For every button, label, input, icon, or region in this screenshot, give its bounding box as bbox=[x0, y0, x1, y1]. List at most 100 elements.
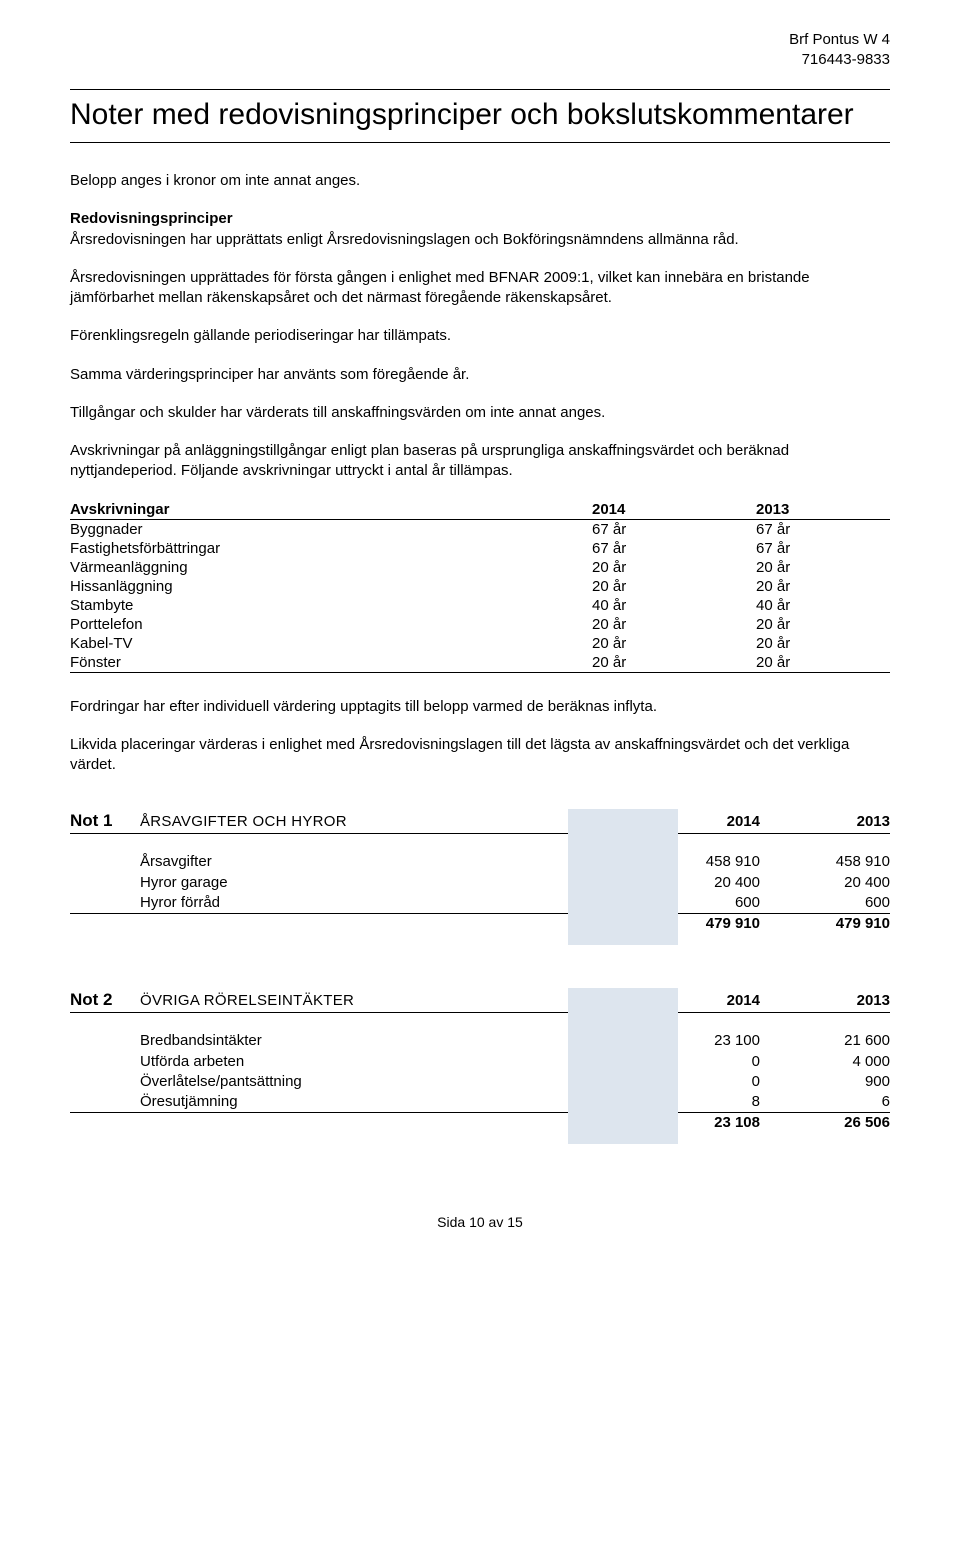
note-row: Bredbandsintäkter23 10021 600 bbox=[70, 1031, 890, 1051]
note2-number: Not 2 bbox=[70, 990, 140, 1010]
note-row-v1: 0 bbox=[630, 1072, 760, 1092]
note1-head: Not 1 ÅRSAVGIFTER OCH HYROR 2014 2013 bbox=[70, 811, 890, 834]
depr-label: Fastighetsförbättringar bbox=[70, 539, 562, 558]
note-row-v2: 458 910 bbox=[760, 852, 890, 872]
depr-label: Hissanläggning bbox=[70, 577, 562, 596]
depr-y1: 67 år bbox=[562, 539, 726, 558]
note1-y1: 2014 bbox=[630, 813, 760, 830]
depr-label: Stambyte bbox=[70, 596, 562, 615]
principles-p1: Årsredovisningen har upprättats enligt Å… bbox=[70, 231, 739, 248]
note-total-label bbox=[140, 1113, 630, 1133]
note-row-label: Bredbandsintäkter bbox=[140, 1031, 630, 1051]
depr-y1: 20 år bbox=[562, 653, 726, 673]
depr-y2: 20 år bbox=[726, 634, 890, 653]
note-total-v1: 479 910 bbox=[630, 914, 760, 934]
depr-label: Fönster bbox=[70, 653, 562, 673]
note-row-v1: 458 910 bbox=[630, 852, 760, 872]
page-title: Noter med redovisningsprinciper och boks… bbox=[70, 98, 890, 132]
depr-y1: 20 år bbox=[562, 615, 726, 634]
note2-y1: 2014 bbox=[630, 992, 760, 1009]
depr-y2: 67 år bbox=[726, 539, 890, 558]
principles-p6: Avskrivningar på anläggningstillgångar e… bbox=[70, 441, 890, 482]
depr-label: Värmeanläggning bbox=[70, 558, 562, 577]
note-row-v1: 8 bbox=[630, 1092, 760, 1112]
note-total-row: 23 10826 506 bbox=[70, 1112, 890, 1133]
depr-y2: 20 år bbox=[726, 577, 890, 596]
note-row-v2: 20 400 bbox=[760, 873, 890, 893]
company-name: Brf Pontus W 4 bbox=[70, 30, 890, 50]
table-row: Byggnader67 år67 år bbox=[70, 519, 890, 539]
spacer bbox=[70, 1031, 140, 1051]
note-row-label: Utförda arbeten bbox=[140, 1052, 630, 1072]
principles-p2: Årsredovisningen upprättades för första … bbox=[70, 268, 890, 309]
depr-y2: 20 år bbox=[726, 558, 890, 577]
depr-label: Byggnader bbox=[70, 519, 562, 539]
depreciation-table: Avskrivningar 2014 2013 Byggnader67 år67… bbox=[70, 500, 890, 673]
page-header: Brf Pontus W 4 716443-9833 bbox=[70, 30, 890, 69]
note-row: Överlåtelse/pantsättning0900 bbox=[70, 1072, 890, 1092]
note-row-v2: 6 bbox=[760, 1092, 890, 1112]
org-number: 716443-9833 bbox=[70, 50, 890, 70]
note-row: Öresutjämning86 bbox=[70, 1092, 890, 1112]
note2-title: ÖVRIGA RÖRELSEINTÄKTER bbox=[140, 992, 630, 1009]
note-row-v2: 4 000 bbox=[760, 1052, 890, 1072]
principles-p5: Tillgångar och skulder har värderats til… bbox=[70, 403, 890, 423]
table-row: Fastighetsförbättringar67 år67 år bbox=[70, 539, 890, 558]
depr-header-y2: 2013 bbox=[726, 500, 890, 520]
table-row: Fönster20 år20 år bbox=[70, 653, 890, 673]
table-row: Värmeanläggning20 år20 år bbox=[70, 558, 890, 577]
note-1: Not 1 ÅRSAVGIFTER OCH HYROR 2014 2013 År… bbox=[70, 811, 890, 934]
note-total-row: 479 910479 910 bbox=[70, 913, 890, 934]
table-row: Kabel-TV20 år20 år bbox=[70, 634, 890, 653]
spacer bbox=[70, 852, 140, 872]
note-row-v2: 600 bbox=[760, 893, 890, 913]
principles-p3: Förenklingsregeln gällande periodisering… bbox=[70, 326, 890, 346]
note1-title: ÅRSAVGIFTER OCH HYROR bbox=[140, 813, 630, 830]
table-row: Hissanläggning20 år20 år bbox=[70, 577, 890, 596]
footer-page: 10 bbox=[469, 1214, 485, 1230]
depr-label: Porttelefon bbox=[70, 615, 562, 634]
principles-p7: Fordringar har efter individuell värderi… bbox=[70, 697, 890, 717]
table-row: Porttelefon20 år20 år bbox=[70, 615, 890, 634]
note2-y2: 2013 bbox=[760, 992, 890, 1009]
note-row-label: Hyror förråd bbox=[140, 893, 630, 913]
note-row: Hyror förråd600600 bbox=[70, 893, 890, 913]
rule-bottom bbox=[70, 142, 890, 143]
note2-head: Not 2 ÖVRIGA RÖRELSEINTÄKTER 2014 2013 bbox=[70, 990, 890, 1013]
principles-para: Redovisningsprinciper Årsredovisningen h… bbox=[70, 209, 890, 250]
note-row-v2: 900 bbox=[760, 1072, 890, 1092]
table-header-row: Avskrivningar 2014 2013 bbox=[70, 500, 890, 520]
note-row: Årsavgifter458 910458 910 bbox=[70, 852, 890, 872]
spacer bbox=[70, 893, 140, 913]
note-row-label: Överlåtelse/pantsättning bbox=[140, 1072, 630, 1092]
note-row-v2: 21 600 bbox=[760, 1031, 890, 1051]
spacer bbox=[70, 1072, 140, 1092]
note-total-v2: 479 910 bbox=[760, 914, 890, 934]
spacer bbox=[70, 1052, 140, 1072]
depr-y1: 40 år bbox=[562, 596, 726, 615]
rule-top bbox=[70, 89, 890, 90]
depr-label: Kabel-TV bbox=[70, 634, 562, 653]
note-row-v1: 20 400 bbox=[630, 873, 760, 893]
depr-y2: 20 år bbox=[726, 653, 890, 673]
note-row-v1: 600 bbox=[630, 893, 760, 913]
note-total-v2: 26 506 bbox=[760, 1113, 890, 1133]
note-2: Not 2 ÖVRIGA RÖRELSEINTÄKTER 2014 2013 B… bbox=[70, 990, 890, 1133]
footer-mid: av bbox=[485, 1214, 508, 1230]
note-row-label: Öresutjämning bbox=[140, 1092, 630, 1112]
principles-p4: Samma värderingsprinciper har använts so… bbox=[70, 365, 890, 385]
spacer bbox=[70, 914, 140, 934]
depr-y1: 20 år bbox=[562, 577, 726, 596]
page-footer: Sida 10 av 15 bbox=[70, 1214, 890, 1230]
note-total-v1: 23 108 bbox=[630, 1113, 760, 1133]
depr-y1: 20 år bbox=[562, 558, 726, 577]
footer-total: 15 bbox=[507, 1214, 523, 1230]
spacer bbox=[70, 873, 140, 893]
note-row-v1: 0 bbox=[630, 1052, 760, 1072]
spacer bbox=[70, 1092, 140, 1112]
note-row-v1: 23 100 bbox=[630, 1031, 760, 1051]
depr-y2: 67 år bbox=[726, 519, 890, 539]
note-row: Hyror garage20 40020 400 bbox=[70, 873, 890, 893]
note-row-label: Årsavgifter bbox=[140, 852, 630, 872]
intro-text: Belopp anges i kronor om inte annat ange… bbox=[70, 171, 890, 191]
